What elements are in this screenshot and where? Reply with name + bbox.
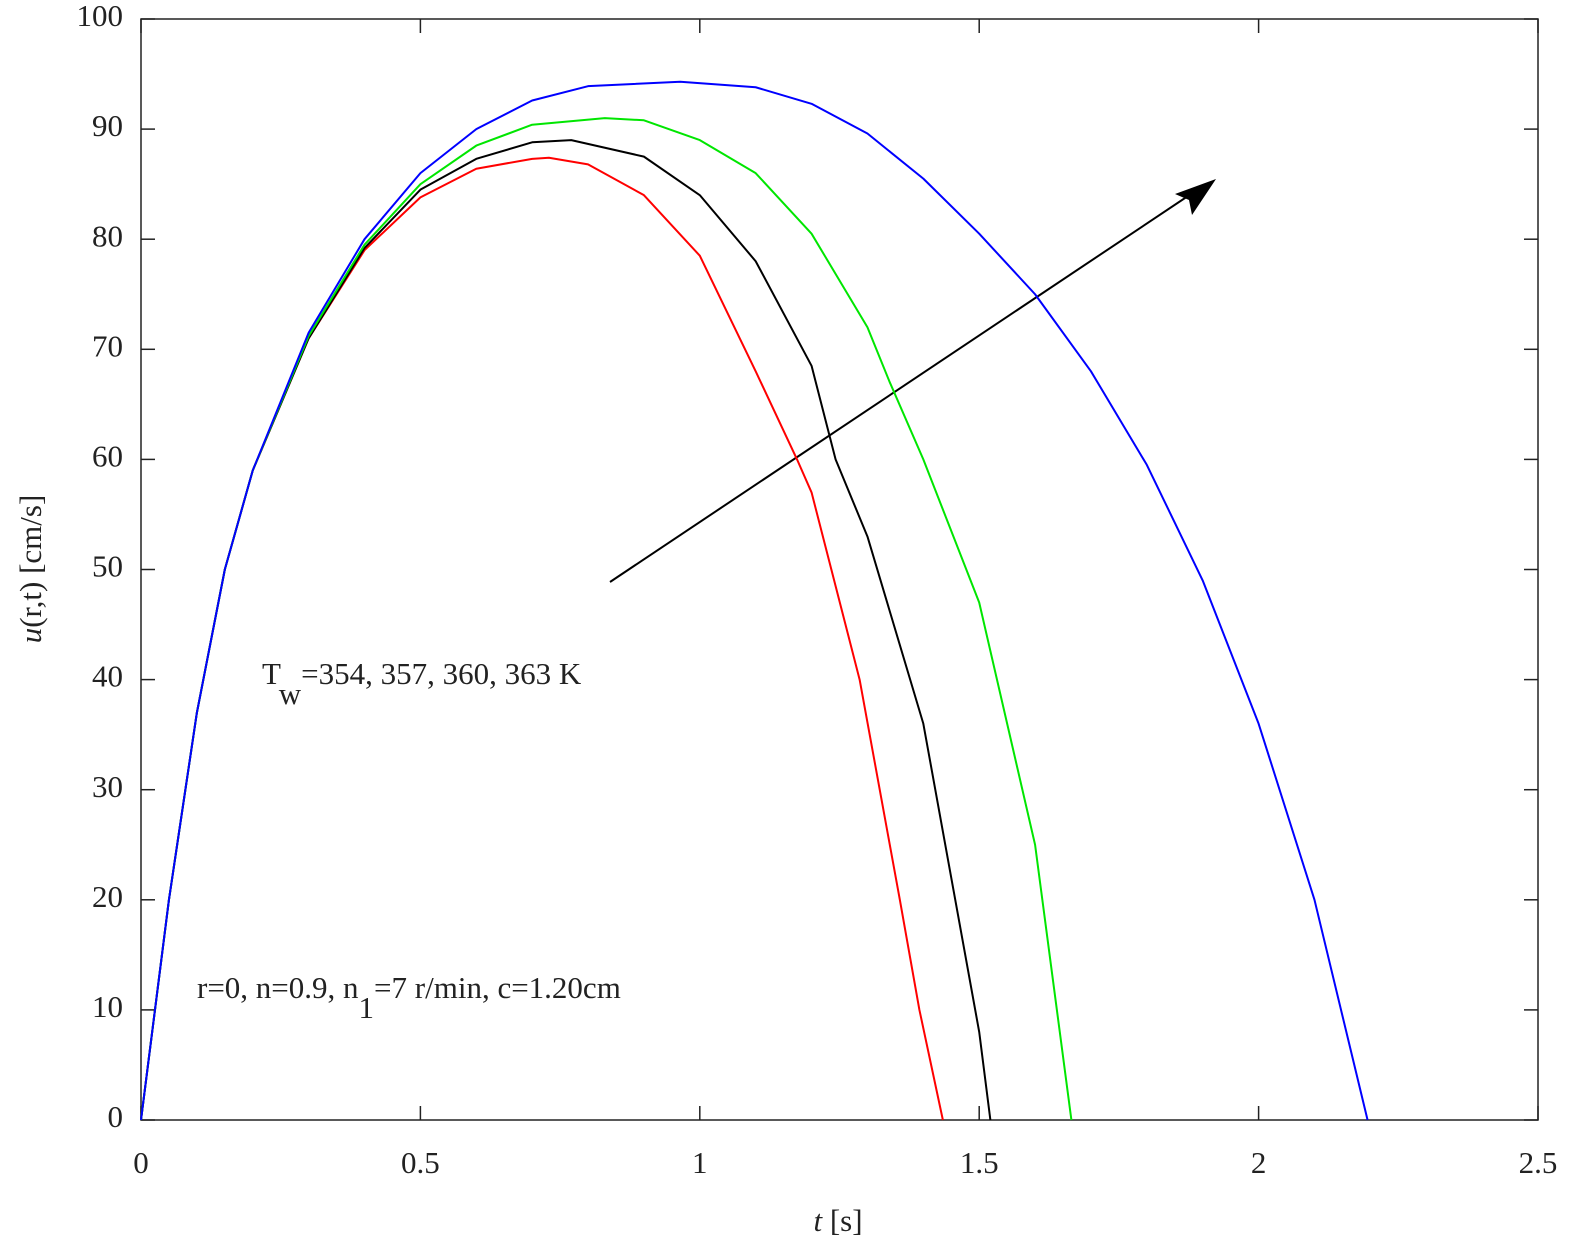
y-tick-label: 100 (77, 0, 124, 33)
y-tick-label: 20 (92, 879, 123, 914)
y-label-italic: u (13, 628, 48, 644)
annotation: Tw=354, 357, 360, 363 K (262, 656, 582, 711)
y-tick-label: 10 (92, 989, 123, 1024)
y-tick-label: 60 (92, 439, 123, 474)
y-tick-label: 70 (92, 328, 123, 363)
x-tick-label: 1 (692, 1145, 708, 1180)
annotation-text: =354, 357, 360, 363 K (301, 656, 582, 691)
x-tick-label: 2.5 (1519, 1145, 1558, 1180)
x-label-text: [s] (822, 1203, 862, 1238)
y-tick-label: 40 (92, 659, 123, 694)
y-tick-label: 90 (92, 108, 123, 143)
annotation-subscript: 1 (359, 990, 375, 1025)
x-tick-label: 2 (1251, 1145, 1267, 1180)
annotation-text: =7 r/min, c=1.20cm (374, 970, 621, 1005)
arrow-head (1175, 179, 1216, 215)
series-line (140, 80, 1369, 1121)
y-label-text: (r,t) [cm/s] (13, 495, 48, 628)
annotation-base: T (262, 656, 281, 691)
y-tick-label: 30 (92, 769, 123, 804)
x-tick-label: 1.5 (960, 1145, 999, 1180)
y-axis-label: u(r,t) [cm/s] (13, 495, 48, 644)
y-tick-label: 0 (108, 1099, 124, 1134)
x-tick-label: 0 (133, 1145, 149, 1180)
x-tick-label: 0.5 (401, 1145, 440, 1180)
y-tick-label: 80 (92, 218, 123, 253)
annotation-base: r=0, n=0.9, n (197, 970, 359, 1005)
y-tick-label: 50 (92, 549, 123, 584)
annotation: r=0, n=0.9, n1=7 r/min, c=1.20cm (197, 970, 621, 1025)
x-axis-label: t [s] (813, 1203, 862, 1238)
x-label-italic: t (813, 1203, 823, 1238)
trend-arrow (609, 187, 1201, 583)
annotation-subscript: w (279, 676, 302, 711)
